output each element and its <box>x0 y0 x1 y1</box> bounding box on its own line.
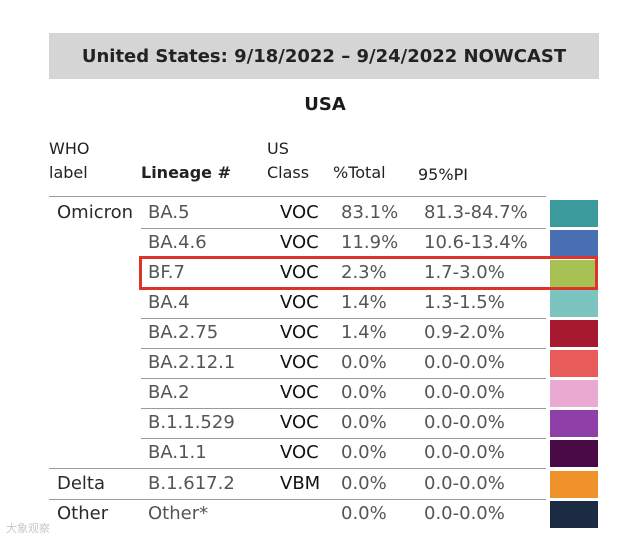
lineage-cell: BA.2.12.1 <box>148 352 236 373</box>
us-class-cell: VOC <box>280 292 319 313</box>
header-us-line1: US <box>267 139 289 158</box>
us-class-cell: VOC <box>280 442 319 463</box>
color-swatch <box>550 471 598 498</box>
us-class-cell: VOC <box>280 322 319 343</box>
lineage-cell: BA.2.75 <box>148 322 219 343</box>
pi-cell: 0.0-0.0% <box>424 442 505 463</box>
header-who-line2: label <box>49 163 88 182</box>
nowcast-title: United States: 9/18/2022 – 9/24/2022 NOW… <box>81 45 567 67</box>
color-swatch <box>550 410 598 437</box>
watermark: 大象观察 <box>6 522 50 535</box>
pi-cell: 0.0-0.0% <box>424 352 505 373</box>
lineage-cell: Other* <box>148 503 209 524</box>
us-class-cell: VOC <box>280 412 319 433</box>
lineage-cell: B.1.1.529 <box>148 412 235 433</box>
pct-total-cell: 0.0% <box>341 412 387 433</box>
header-pi: 95%PI <box>418 165 468 184</box>
lineage-cell: BF.7 <box>148 262 185 283</box>
us-class-cell: VOC <box>280 382 319 403</box>
color-swatch <box>550 260 598 287</box>
pct-total-cell: 0.0% <box>341 473 387 494</box>
color-swatch <box>550 350 598 377</box>
who-label-cell: Omicron <box>57 202 134 223</box>
highlight-box <box>139 256 598 290</box>
lineage-cell: BA.4.6 <box>148 232 207 253</box>
pct-total-cell: 1.4% <box>341 322 387 343</box>
us-class-cell: VBM <box>280 473 321 494</box>
lineage-cell: B.1.617.2 <box>148 473 235 494</box>
row-divider <box>141 348 546 349</box>
us-class-cell: VOC <box>280 352 319 373</box>
pi-cell: 0.0-0.0% <box>424 473 505 494</box>
color-swatch <box>550 230 598 257</box>
row-divider <box>141 408 546 409</box>
color-swatch <box>550 501 598 528</box>
lineage-cell: BA.4 <box>148 292 190 313</box>
pct-total-cell: 2.3% <box>341 262 387 283</box>
row-divider <box>141 228 546 229</box>
region-heading: USA <box>304 94 346 115</box>
lineage-cell: BA.2 <box>148 382 190 403</box>
pct-total-cell: 0.0% <box>341 503 387 524</box>
row-divider <box>49 499 546 500</box>
pct-total-cell: 83.1% <box>341 202 399 223</box>
us-class-cell: VOC <box>280 232 319 253</box>
lineage-cell: BA.5 <box>148 202 190 223</box>
pct-total-cell: 11.9% <box>341 232 399 253</box>
who-label-cell: Delta <box>57 473 106 494</box>
color-swatch <box>550 200 598 227</box>
header-lineage: Lineage # <box>141 163 231 182</box>
us-class-cell: VOC <box>280 262 319 283</box>
row-divider <box>49 468 546 469</box>
header-divider <box>49 196 546 197</box>
who-label-cell: Other <box>57 503 109 524</box>
color-swatch <box>550 440 598 467</box>
pi-cell: 1.7-3.0% <box>424 262 505 283</box>
color-swatch <box>550 380 598 407</box>
pi-cell: 10.6-13.4% <box>424 232 528 253</box>
pi-cell: 0.0-0.0% <box>424 503 505 524</box>
color-swatch <box>550 290 598 317</box>
row-divider <box>141 438 546 439</box>
pi-cell: 0.9-2.0% <box>424 322 505 343</box>
color-swatch <box>550 320 598 347</box>
pi-cell: 1.3-1.5% <box>424 292 505 313</box>
pi-cell: 0.0-0.0% <box>424 382 505 403</box>
pi-cell: 0.0-0.0% <box>424 412 505 433</box>
header-us-line2: Class <box>267 163 310 182</box>
pct-total-cell: 0.0% <box>341 352 387 373</box>
pi-cell: 81.3-84.7% <box>424 202 528 223</box>
row-divider <box>141 318 546 319</box>
pct-total-cell: 1.4% <box>341 292 387 313</box>
lineage-cell: BA.1.1 <box>148 442 207 463</box>
nowcast-title-banner: United States: 9/18/2022 – 9/24/2022 NOW… <box>49 33 599 79</box>
row-divider <box>141 378 546 379</box>
us-class-cell: VOC <box>280 202 319 223</box>
pct-total-cell: 0.0% <box>341 382 387 403</box>
pct-total-cell: 0.0% <box>341 442 387 463</box>
header-who-line1: WHO <box>49 139 90 158</box>
header-pct-total: %Total <box>333 163 386 182</box>
